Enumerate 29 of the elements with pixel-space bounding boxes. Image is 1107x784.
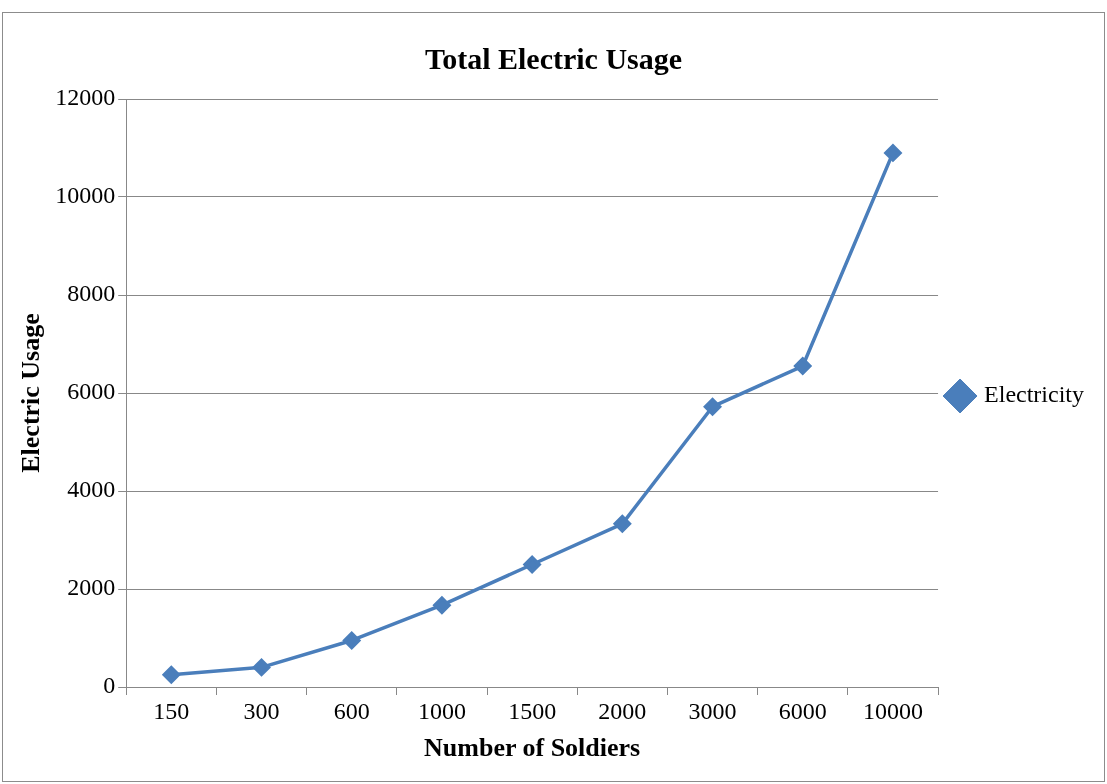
x-axis-title: Number of Soldiers: [424, 733, 641, 763]
x-tick-label: 1500: [508, 697, 557, 724]
y-axis-title: Electric Usage: [16, 313, 46, 473]
x-tick-label: 6000: [778, 697, 827, 724]
point: [342, 631, 361, 650]
x-tick-label: 600: [333, 697, 370, 724]
point: [613, 515, 632, 533]
y-tick-label: 4000: [67, 476, 116, 503]
point: [703, 397, 722, 416]
point: [793, 357, 812, 375]
legend-label: Electricity: [984, 381, 1084, 408]
y-tick-label: 2000: [67, 574, 116, 601]
point: [433, 596, 451, 614]
y-tick-label: 8000: [67, 280, 116, 307]
point: [523, 555, 541, 574]
x-tick-label: 150: [153, 697, 190, 724]
y-tick-label: 6000: [67, 378, 116, 405]
x-tick-label: 1000: [417, 697, 466, 724]
point: [884, 144, 902, 162]
x-tick-label: 300: [243, 697, 280, 724]
y-tick-label: 10000: [55, 182, 116, 209]
x-tick-label: 2000: [598, 697, 647, 724]
point: [162, 666, 181, 684]
x-tick-label: 3000: [688, 697, 737, 724]
y-tick-label: 12000: [55, 84, 116, 111]
point: [252, 658, 271, 677]
x-tick-label: 10000: [862, 697, 923, 724]
y-tick-label: 0: [103, 672, 116, 699]
chart-title: Total Electric Usage: [424, 41, 683, 75]
